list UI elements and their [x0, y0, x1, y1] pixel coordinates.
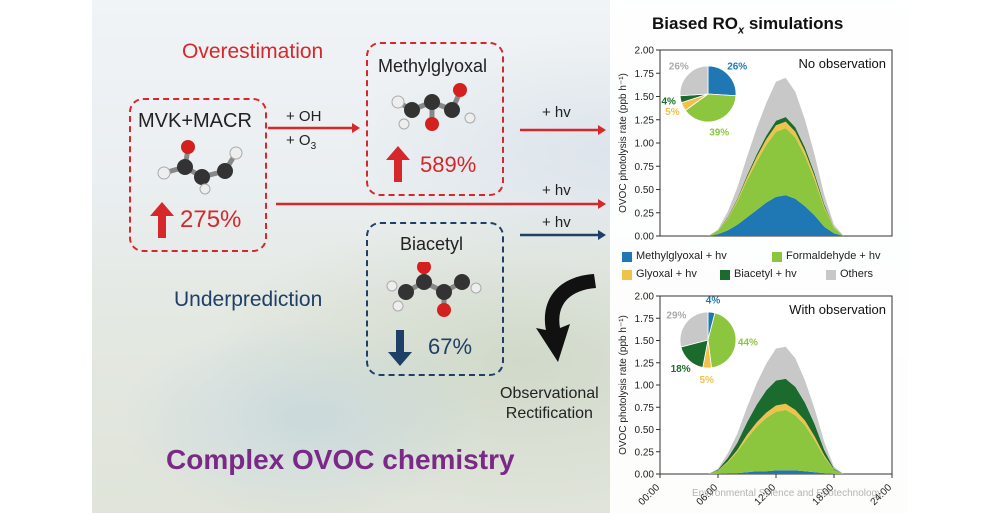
pie-label: 26%	[727, 62, 747, 73]
hv-top-label: + hv	[542, 104, 571, 121]
methylglyoxal-box	[366, 42, 504, 196]
x-tick-label: 00:00	[637, 482, 663, 508]
y-tick-label: 0.75	[635, 403, 655, 414]
y-tick-label: 1.00	[635, 139, 655, 150]
pie-label: 26%	[669, 62, 689, 73]
legend-swatch-methylglyoxal	[622, 252, 632, 262]
y-tick-label: 0.25	[635, 447, 655, 458]
y-tick-label: 0.75	[635, 162, 655, 173]
methylglyoxal-increase-value: 589%	[420, 152, 477, 177]
pie-label: 29%	[666, 311, 686, 322]
charts-panel-title: Biased ROx simulations	[652, 14, 844, 37]
mvk-macr-box	[129, 98, 267, 252]
y-axis-label: OVOC photolysis rate (ppb h⁻¹)	[618, 315, 629, 455]
legend-swatch-formaldehyde	[772, 252, 782, 262]
pie-slice	[684, 93, 737, 123]
chart-title: No observation	[799, 56, 886, 71]
biacetyl-decrease-value: 67%	[428, 334, 473, 359]
area-series-glyoxal	[708, 403, 844, 474]
increase-arrow-icon	[150, 202, 174, 238]
photolysis-arrow-mid	[276, 199, 606, 209]
chart-legend: Methylglyoxal + hv Formaldehyde + hv Gly…	[620, 248, 906, 284]
watermark-text: Environmental Science and Ecotechnology	[692, 488, 883, 499]
mvk-molecule-icon	[157, 140, 243, 195]
mvk-macr-label: MVK+MACR	[138, 110, 252, 132]
chart-title: With observation	[789, 302, 886, 317]
oxidation-arrow	[268, 123, 360, 133]
legend-swatch-others	[826, 270, 836, 280]
methylglyoxal-label: Methylglyoxal	[378, 56, 488, 76]
overestimation-label: Overestimation	[182, 40, 324, 63]
methylglyoxal-molecule-icon	[391, 83, 476, 131]
legend-label-methylglyoxal: Methylglyoxal + hv	[636, 250, 727, 262]
pie-label: 39%	[709, 127, 729, 138]
area-series-formaldehyde	[708, 409, 844, 474]
biacetyl-molecule-icon	[386, 262, 482, 317]
increase-arrow-icon	[386, 146, 410, 182]
y-tick-label: 1.25	[635, 115, 655, 126]
chart-with-observation: 0.00 0.25 0.50 0.75 1.00 1.25 1.50 1.75 2.00 OVOC…	[618, 292, 894, 508]
area-series-biacetyl	[708, 378, 844, 474]
y-tick-label: 2.00	[635, 292, 655, 303]
pie-label: 5%	[665, 107, 680, 118]
hv-mid-label: + hv	[542, 182, 571, 199]
pie-label: 4%	[706, 295, 721, 306]
y-tick-label: 1.75	[635, 69, 655, 80]
y-tick-label: 0.00	[635, 470, 655, 481]
main-title: Complex OVOC chemistry	[166, 444, 515, 475]
y-tick-label: 1.75	[635, 314, 655, 325]
y-tick-label: 1.25	[635, 358, 655, 369]
area-series-others	[708, 77, 844, 237]
legend-label-formaldehyde: Formaldehyde + hv	[786, 250, 881, 262]
chart-no-observation: 0.00 0.25 0.50 0.75 1.00 1.25 1.50 1.75 2.00 OVOC…	[618, 46, 893, 243]
pie-slice	[707, 65, 737, 97]
rectification-label: Observational Rectification	[500, 385, 599, 422]
y-tick-label: 0.50	[635, 185, 655, 196]
y-tick-label: 2.00	[635, 46, 655, 57]
y-tick-label: 0.00	[635, 232, 655, 243]
oxidant-oh-label: + OH	[286, 108, 322, 125]
area-series-formaldehyde	[708, 128, 844, 236]
y-tick-label: 0.50	[635, 425, 655, 436]
oxidant-o3-label: + O3	[286, 132, 317, 152]
biacetyl-label: Biacetyl	[400, 234, 464, 254]
y-axis-label: OVOC photolysis rate (ppb h⁻¹)	[618, 73, 629, 213]
y-tick-label: 1.50	[635, 92, 655, 103]
pie-label: 4%	[661, 97, 676, 108]
photolysis-arrow-top	[520, 125, 606, 135]
legend-label-biacetyl: Biacetyl + hv	[734, 268, 797, 280]
pie-slice	[707, 312, 737, 369]
hv-low-label: + hv	[542, 214, 571, 231]
y-tick-label: 1.50	[635, 336, 655, 347]
photolysis-arrow-low	[520, 230, 606, 240]
rectification-curved-arrow-icon	[536, 274, 596, 362]
y-tick-label: 1.00	[635, 381, 655, 392]
legend-label-glyoxal: Glyoxal + hv	[636, 268, 697, 280]
pie-slice	[679, 65, 709, 97]
mvk-increase-value: 275%	[180, 206, 242, 233]
area-series-methylglyoxal	[708, 470, 844, 474]
area-series-others	[708, 346, 844, 474]
pie-slice	[679, 311, 709, 348]
area-series-methylglyoxal	[708, 195, 844, 236]
pie-label: 5%	[699, 375, 714, 386]
pie-label: 44%	[738, 338, 758, 349]
y-tick-label: 0.25	[635, 208, 655, 219]
legend-swatch-glyoxal	[622, 270, 632, 280]
underprediction-label: Underprediction	[174, 288, 323, 311]
biacetyl-box	[366, 222, 504, 376]
legend-swatch-biacetyl	[720, 270, 730, 280]
legend-label-others: Others	[840, 268, 874, 280]
pie-label: 18%	[671, 364, 691, 375]
decrease-arrow-icon	[388, 330, 412, 366]
